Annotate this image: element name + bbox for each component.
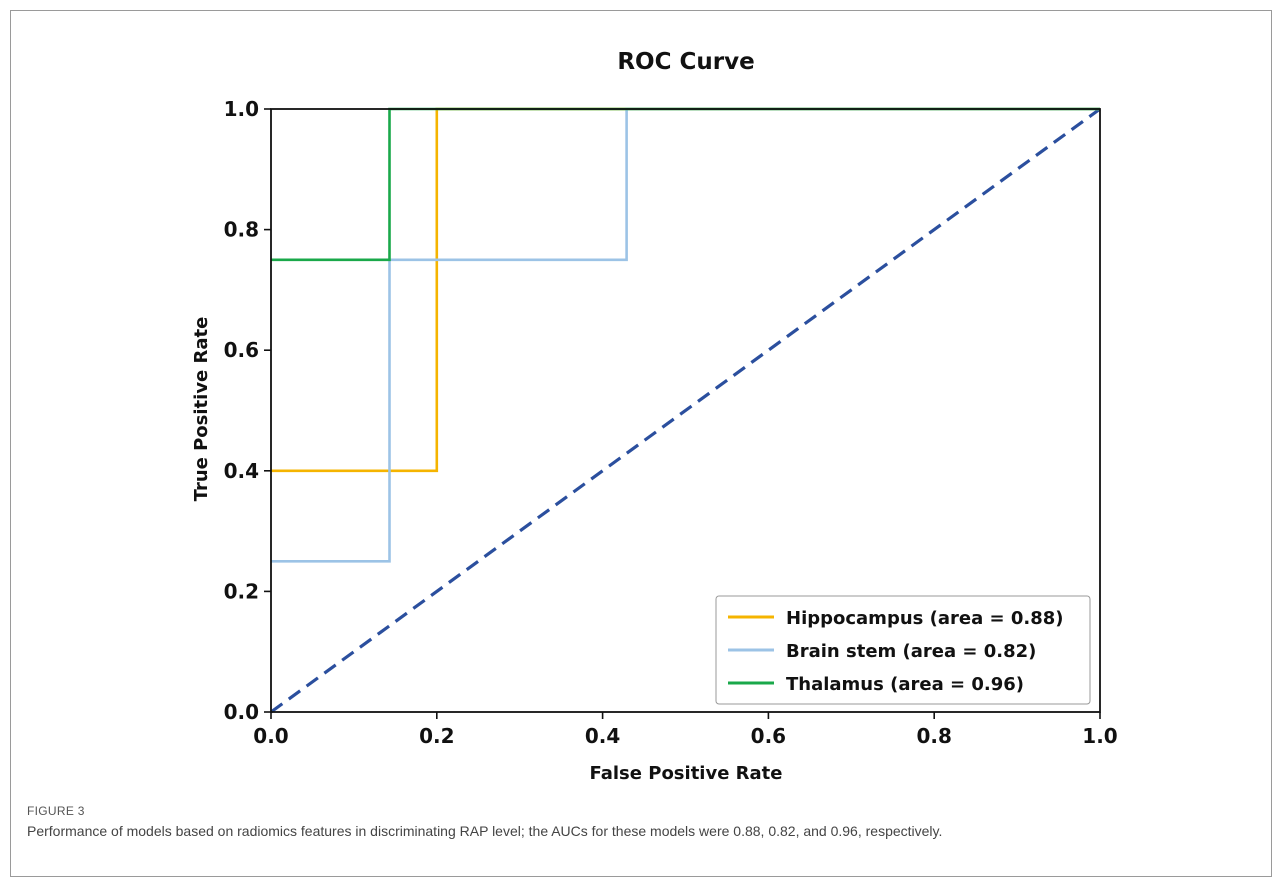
reference-diagonal-line <box>270 107 1101 714</box>
y-tick-label: 1.0 <box>224 97 259 121</box>
series-line-1 <box>271 107 1100 563</box>
x-tick-label: 0.0 <box>253 724 288 748</box>
plot-area: 0.0 0.2 0.4 0.6 0.8 1.0 0.0 0.2 0.4 0.6 0.8 1.0 Hipp… <box>224 97 1118 748</box>
legend-label-1: Brain stem (area = 0.82) <box>786 641 1036 662</box>
x-tick-label: 0.8 <box>916 724 951 748</box>
x-tick-label: 0.6 <box>751 724 786 748</box>
legend-label-2: Thalamus (area = 0.96) <box>786 674 1024 695</box>
axes-frame <box>270 108 1101 713</box>
series-line-2 <box>271 107 1100 262</box>
figure-frame: ROC Curve 0.0 0.2 0.4 0.6 0.8 1.0 0.0 0.2 0.4 0.6… <box>10 10 1272 877</box>
x-tick-label: 0.2 <box>419 724 454 748</box>
y-tick-label: 0.0 <box>224 700 259 724</box>
y-tick-label: 0.4 <box>224 459 259 483</box>
chart-title: ROC Curve <box>617 49 754 75</box>
legend-label-0: Hippocampus (area = 0.88) <box>786 608 1063 629</box>
figure-label: FIGURE 3 <box>27 804 85 818</box>
y-axis-label: True Positive Rate <box>191 317 212 502</box>
legend-box <box>715 595 1091 705</box>
roc-chart-svg: ROC Curve 0.0 0.2 0.4 0.6 0.8 1.0 0.0 0.2 0.4 0.6… <box>191 49 1118 784</box>
x-axis-label: False Positive Rate <box>590 763 783 784</box>
y-tick-label: 0.6 <box>224 338 259 362</box>
roc-chart: ROC Curve 0.0 0.2 0.4 0.6 0.8 1.0 0.0 0.2 0.4 0.6… <box>11 11 1273 811</box>
x-tick-label: 1.0 <box>1082 724 1117 748</box>
y-tick-label: 0.2 <box>224 579 259 603</box>
x-tick-label: 0.4 <box>585 724 620 748</box>
figure-caption: Performance of models based on radiomics… <box>27 823 943 839</box>
series-line-0 <box>271 107 1100 473</box>
y-tick-label: 0.8 <box>224 218 259 242</box>
